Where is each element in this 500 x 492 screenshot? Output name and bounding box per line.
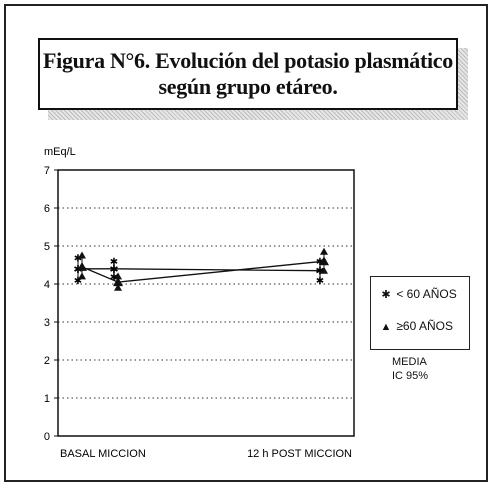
title-line-1: Figura N°6. Evolución del potasio plasmá… xyxy=(43,48,453,73)
note-ci: IC 95% xyxy=(392,370,429,382)
title-box: Figura N°6. Evolución del potasio plasmá… xyxy=(38,38,458,110)
data-point: ✱ xyxy=(109,263,118,276)
data-point xyxy=(77,261,87,271)
legend-item-60-plus: ▲ ≥60 AÑOS xyxy=(379,319,453,333)
ci-end-marker xyxy=(320,266,328,274)
y-tick-label: 4 xyxy=(44,279,50,291)
legend-label: ≥60 AÑOS xyxy=(396,319,453,333)
ci-end-marker: ✱ xyxy=(316,276,324,287)
legend-label: < 60 AÑOS xyxy=(396,287,457,301)
y-axis-label: mEq/L xyxy=(44,146,76,158)
x-tick-label: BASAL MICCION xyxy=(60,448,146,460)
ci-end-marker xyxy=(114,283,122,291)
y-tick-label: 5 xyxy=(44,241,50,253)
data-point xyxy=(319,256,329,266)
ci-end-marker: ✱ xyxy=(110,257,118,268)
ci-end-marker xyxy=(78,272,86,280)
legend-item-under-60: ✱ < 60 AÑOS xyxy=(379,287,457,301)
ci-end-marker xyxy=(78,251,86,259)
title-line-2: según grupo etáreo. xyxy=(158,74,338,99)
ci-end-marker xyxy=(114,272,122,280)
y-tick-label: 3 xyxy=(44,317,50,329)
data-point xyxy=(113,277,123,287)
triangle-marker-icon: ▲ xyxy=(380,321,392,333)
ci-end-marker: ✱ xyxy=(74,276,82,287)
note-mean: MEDIA xyxy=(392,356,427,368)
legend: ✱ < 60 AÑOS ▲ ≥60 AÑOS xyxy=(370,276,470,350)
y-tick-label: 1 xyxy=(44,393,50,405)
ci-end-marker: ✱ xyxy=(110,272,118,283)
x-tick-label: 12 h POST MICCION xyxy=(247,448,352,460)
data-point: ✱ xyxy=(315,265,324,278)
y-tick-label: 0 xyxy=(44,431,50,443)
y-tick-label: 7 xyxy=(44,165,50,177)
ci-end-marker: ✱ xyxy=(74,253,82,264)
ci-end-marker xyxy=(320,247,328,255)
asterisk-marker-icon: ✱ xyxy=(381,289,391,301)
y-tick-label: 2 xyxy=(44,355,50,367)
plot-area xyxy=(57,169,355,437)
ci-end-marker: ✱ xyxy=(316,257,324,268)
y-tick-label: 6 xyxy=(44,203,50,215)
